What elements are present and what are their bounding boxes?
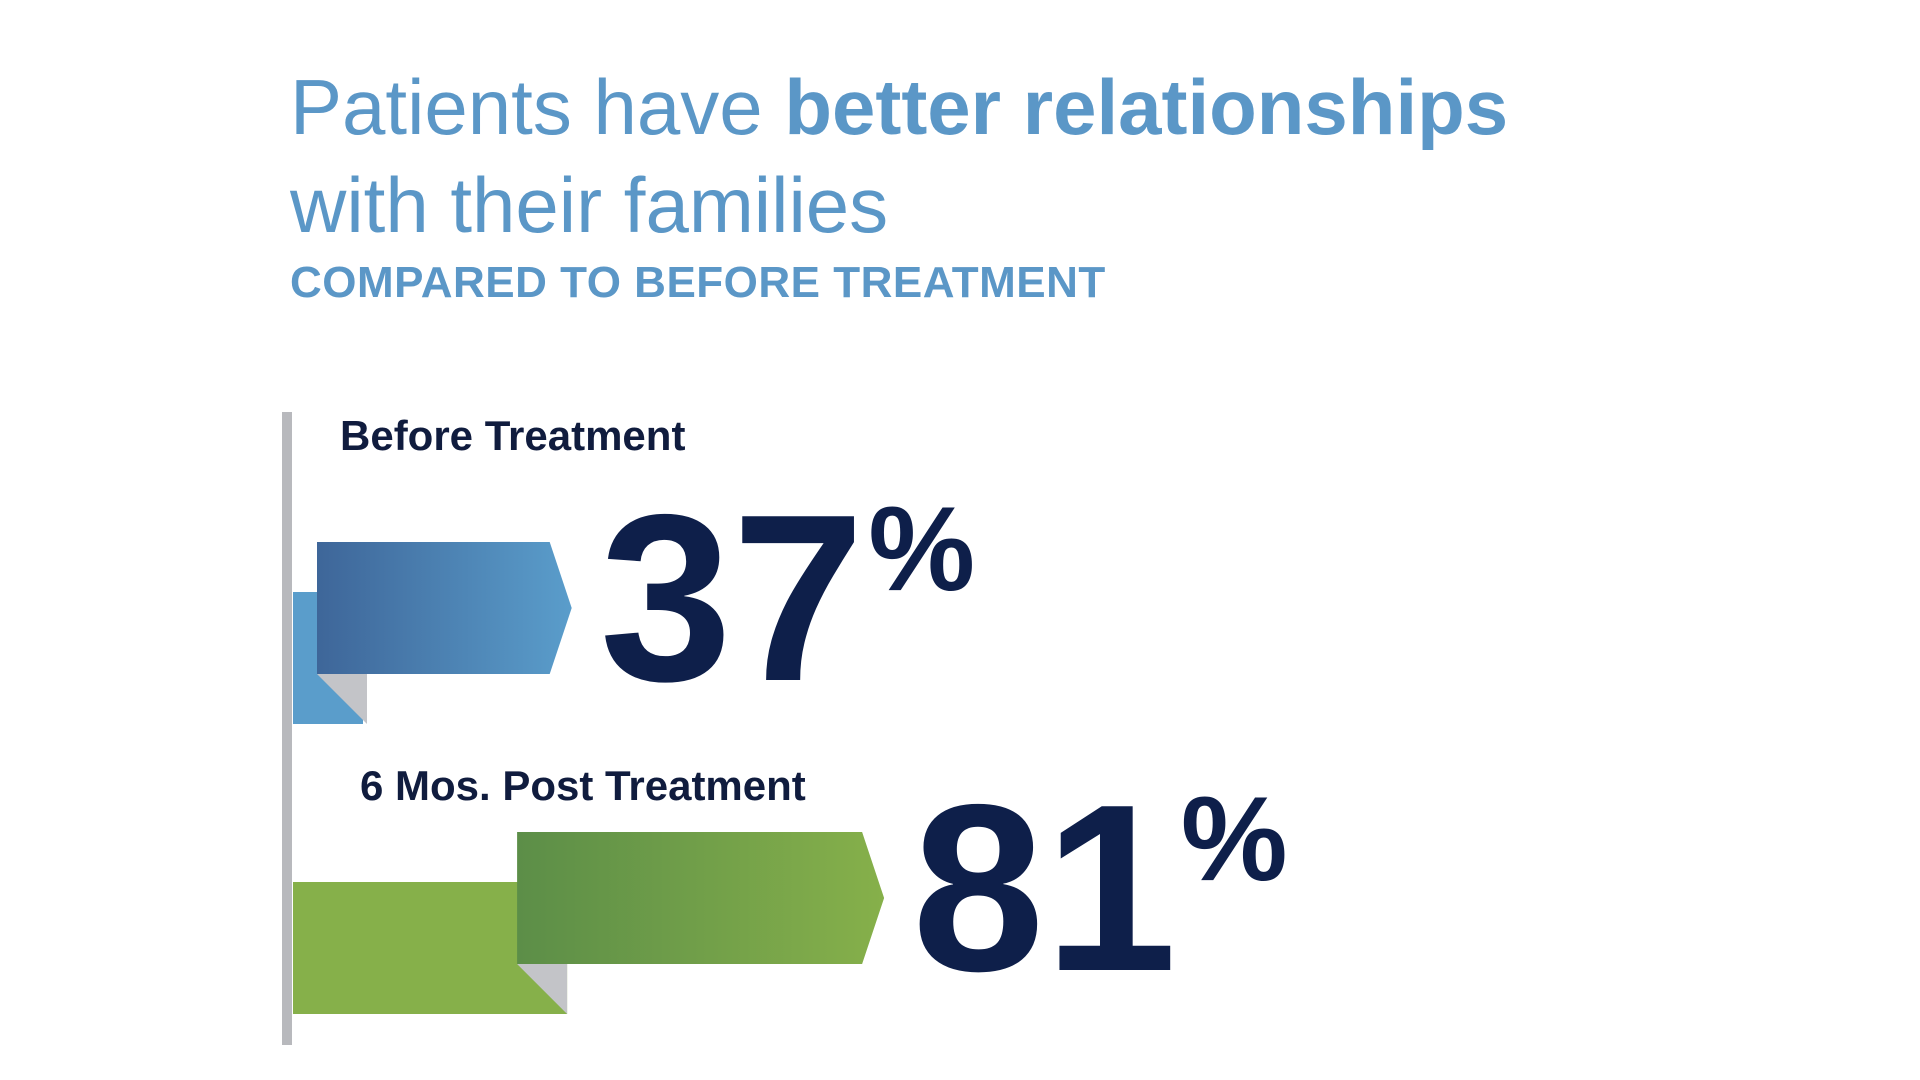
value-label-2: 81 [912,756,1177,1021]
category-label-2: 6 Mos. Post Treatment [360,762,806,809]
chart-title-line-1: Patients have better relationships [290,58,1690,156]
chart-title-block: Patients have better relationships with … [290,58,1690,308]
percent-sign-2: % [1181,772,1288,906]
title-bold-text: better relationships [784,63,1509,151]
bar-2 [517,832,885,964]
value-label-1: 37 [600,466,865,731]
category-label-1: Before Treatment [340,412,685,459]
bar-1 [317,542,572,674]
chart-marks: Before Treatment 37 % 6 Mos. Post Treatment… [282,412,1288,1045]
bar-fold-1 [317,674,367,724]
title-plain-text: Patients have [290,63,785,151]
bar-fold-2 [517,964,568,1014]
chart-title-line-2: with their families [290,161,889,249]
percent-sign-1: % [868,482,975,616]
chart-subtitle: COMPARED TO BEFORE TREATMENT [290,258,1106,307]
